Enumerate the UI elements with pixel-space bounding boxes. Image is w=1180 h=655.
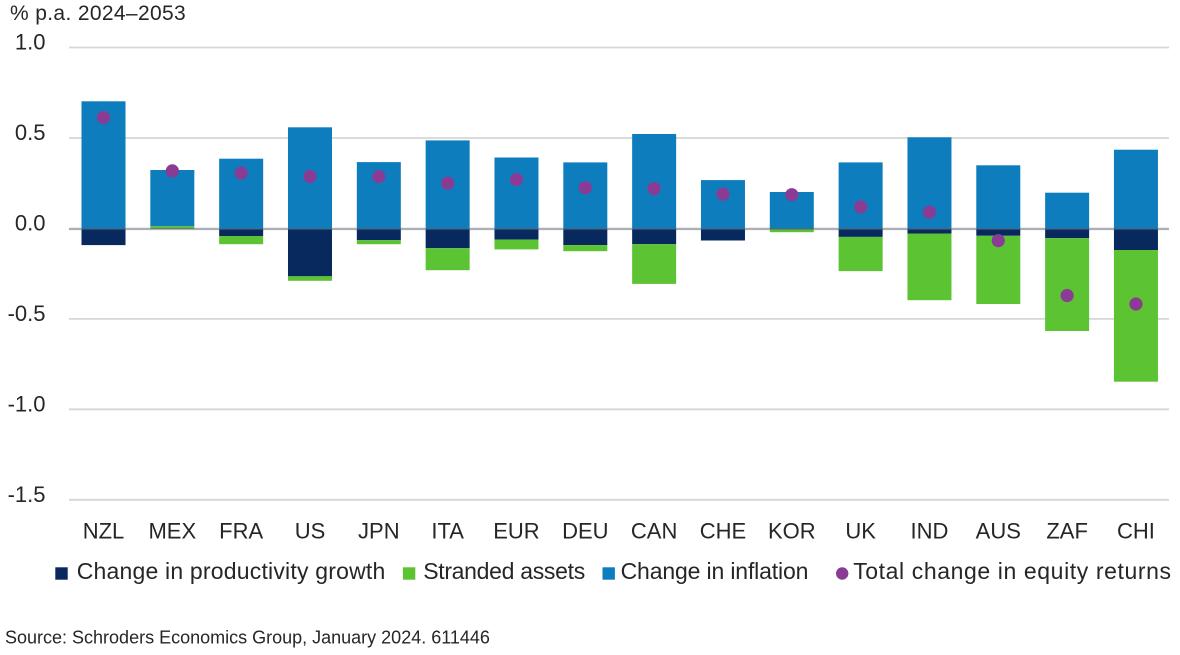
svg-text:FRA: FRA [219,519,263,544]
svg-text:IND: IND [911,519,949,544]
svg-text:-1.0: -1.0 [8,391,46,416]
svg-text:ZAF: ZAF [1046,519,1088,544]
svg-text:EUR: EUR [493,519,539,544]
svg-text:Total change in equity returns: Total change in equity returns [853,558,1171,584]
svg-text:CHE: CHE [700,519,746,544]
svg-text:MEX: MEX [148,519,196,544]
svg-text:Change in inflation: Change in inflation [621,558,809,584]
svg-text:-0.5: -0.5 [8,301,46,326]
svg-text:ITA: ITA [431,519,464,544]
svg-text:Change in productivity growth: Change in productivity growth [77,558,386,584]
svg-text:0.0: 0.0 [15,210,46,235]
svg-text:CHI: CHI [1117,519,1155,544]
svg-text:KOR: KOR [768,519,816,544]
svg-text:NZL: NZL [83,519,125,544]
svg-text:AUS: AUS [976,519,1021,544]
svg-text:Source: Schroders Economics Gr: Source: Schroders Economics Group, Janua… [5,628,490,648]
svg-text:-1.5: -1.5 [8,482,46,507]
svg-text:% p.a. 2024–2053: % p.a. 2024–2053 [10,2,186,25]
svg-text:Stranded assets: Stranded assets [423,558,585,584]
svg-text:DEU: DEU [562,519,608,544]
svg-text:US: US [295,519,326,544]
svg-text:UK: UK [845,519,876,544]
svg-text:0.5: 0.5 [15,120,46,145]
svg-text:1.0: 1.0 [15,30,46,55]
svg-text:CAN: CAN [631,519,677,544]
svg-text:JPN: JPN [358,519,400,544]
